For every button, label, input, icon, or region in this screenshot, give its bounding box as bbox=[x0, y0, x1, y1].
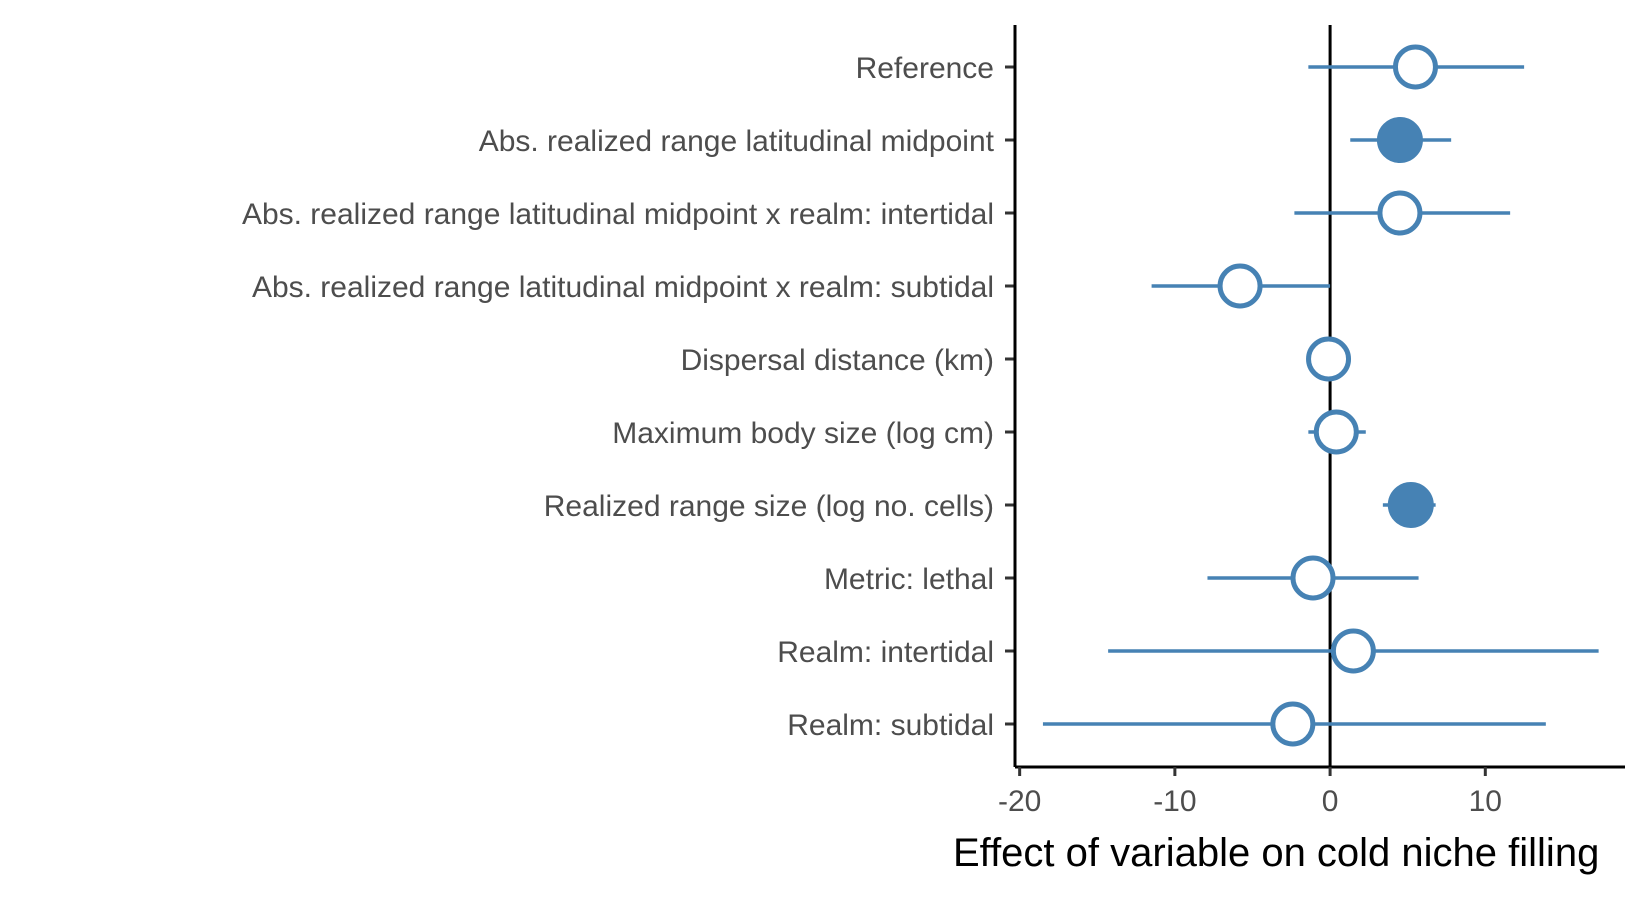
y-tick-label: Dispersal distance (km) bbox=[681, 344, 994, 377]
estimate-points bbox=[1217, 44, 1438, 747]
estimate-point-open bbox=[1270, 701, 1316, 747]
y-tick-marks bbox=[1005, 65, 1015, 726]
y-tick-label: Metric: lethal bbox=[824, 563, 994, 596]
confidence-intervals bbox=[1042, 65, 1599, 726]
y-tick-label: Realm: intertidal bbox=[777, 636, 994, 669]
y-tick-labels: Reference Abs. realized range latitudinal… bbox=[242, 52, 995, 742]
y-tick-label: Maximum body size (log cm) bbox=[612, 417, 994, 450]
estimate-point-open bbox=[1313, 409, 1359, 455]
estimate-point-open bbox=[1217, 263, 1263, 309]
y-tick-label: Realm: subtidal bbox=[787, 709, 994, 742]
estimate-point-filled bbox=[1376, 117, 1423, 163]
estimate-point-open bbox=[1392, 44, 1438, 90]
x-axis-title: Effect of variable on cold niche filling bbox=[953, 831, 1599, 875]
y-tick-label: Abs. realized range latitudinal midpoint bbox=[479, 125, 995, 158]
x-tick-label: -10 bbox=[1153, 785, 1196, 818]
estimate-point-open bbox=[1306, 336, 1352, 382]
y-tick-label: Abs. realized range latitudinal midpoint… bbox=[242, 198, 994, 231]
x-tick-label: 10 bbox=[1469, 785, 1502, 818]
y-tick-label: Realized range size (log no. cells) bbox=[544, 490, 994, 523]
y-tick-label: Reference bbox=[856, 52, 994, 85]
estimate-point-open bbox=[1330, 628, 1376, 674]
x-tick-label: -20 bbox=[998, 785, 1041, 818]
estimate-point-open bbox=[1290, 555, 1336, 601]
estimate-point-filled bbox=[1387, 482, 1434, 528]
x-axis: -20 -10 0 10 bbox=[998, 765, 1625, 818]
estimate-point-open bbox=[1377, 190, 1423, 236]
y-tick-label: Abs. realized range latitudinal midpoint… bbox=[252, 271, 994, 304]
x-tick-label: 0 bbox=[1322, 785, 1339, 818]
